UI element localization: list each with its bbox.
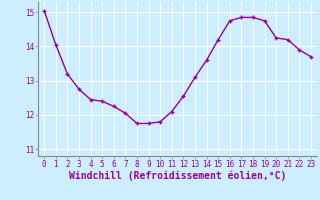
X-axis label: Windchill (Refroidissement éolien,°C): Windchill (Refroidissement éolien,°C) <box>69 171 286 181</box>
